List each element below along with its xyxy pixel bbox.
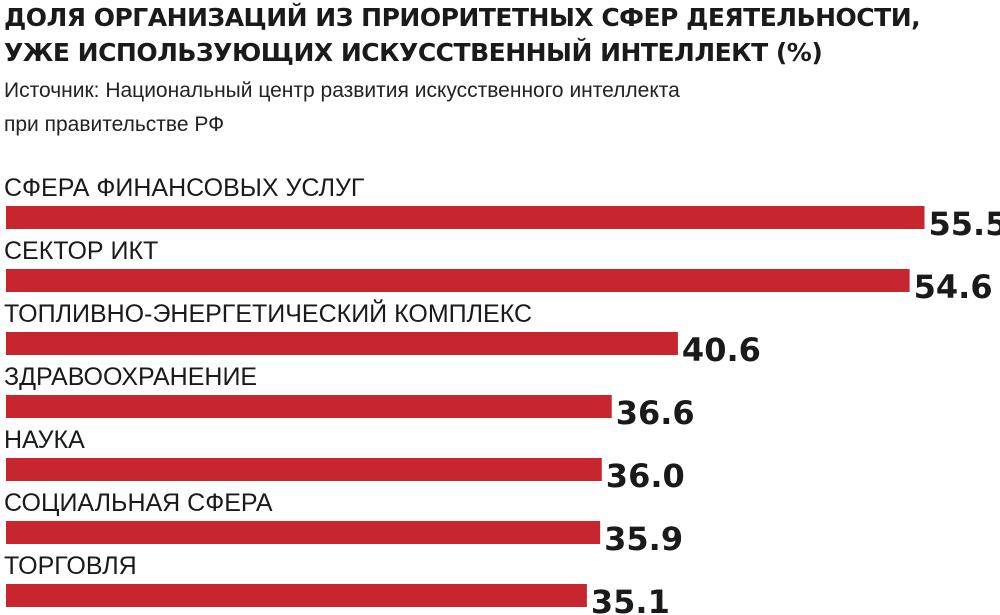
category-label: ТОПЛИВНО-ЭНЕРГЕТИЧЕСКИЙ КОМПЛЕКС bbox=[4, 298, 532, 328]
category-label: НАУКА bbox=[4, 426, 85, 454]
value-label: 36.6 bbox=[616, 394, 695, 432]
chart-title: ДОЛЯ ОРГАНИЗАЦИЙ ИЗ ПРИОРИТЕТНЫХ СФЕР ДЕ… bbox=[4, 0, 994, 70]
chart-title-line-1: ДОЛЯ ОРГАНИЗАЦИЙ ИЗ ПРИОРИТЕТНЫХ СФЕР ДЕ… bbox=[4, 3, 921, 32]
category-label: ЗДРАВООХРАНЕНИЕ bbox=[4, 363, 257, 391]
category-label: СЕКТОР ИКТ bbox=[4, 237, 158, 265]
value-label: 35.9 bbox=[604, 520, 683, 558]
source-line-1: Источник: Национальный центр развития ис… bbox=[4, 79, 680, 102]
category-label: ТОРГОВЛЯ bbox=[4, 552, 137, 580]
chart-title-line-2: УЖЕ ИСПОЛЬЗУЮЩИХ ИСКУССТВЕННЫЙ ИНТЕЛЛЕКТ… bbox=[4, 38, 823, 67]
value-label: 55.5 bbox=[929, 205, 1000, 243]
bar bbox=[6, 521, 601, 544]
bar bbox=[6, 584, 587, 607]
bar bbox=[6, 395, 612, 418]
source-line-2: при правительстве РФ bbox=[4, 113, 225, 136]
value-label: 54.6 bbox=[914, 268, 993, 306]
bar bbox=[6, 458, 602, 481]
value-label: 40.6 bbox=[682, 331, 761, 369]
chart-source: Источник: Национальный центр развития ис… bbox=[4, 74, 904, 142]
category-label: СОЦИАЛЬНАЯ СФЕРА bbox=[4, 489, 273, 517]
value-label: 35.1 bbox=[591, 583, 670, 615]
bar bbox=[6, 332, 678, 355]
category-label: СФЕРА ФИНАНСОВЫХ УСЛУГ bbox=[4, 174, 365, 202]
bar bbox=[6, 269, 910, 292]
bar bbox=[6, 206, 925, 229]
value-label: 36.0 bbox=[606, 457, 685, 495]
